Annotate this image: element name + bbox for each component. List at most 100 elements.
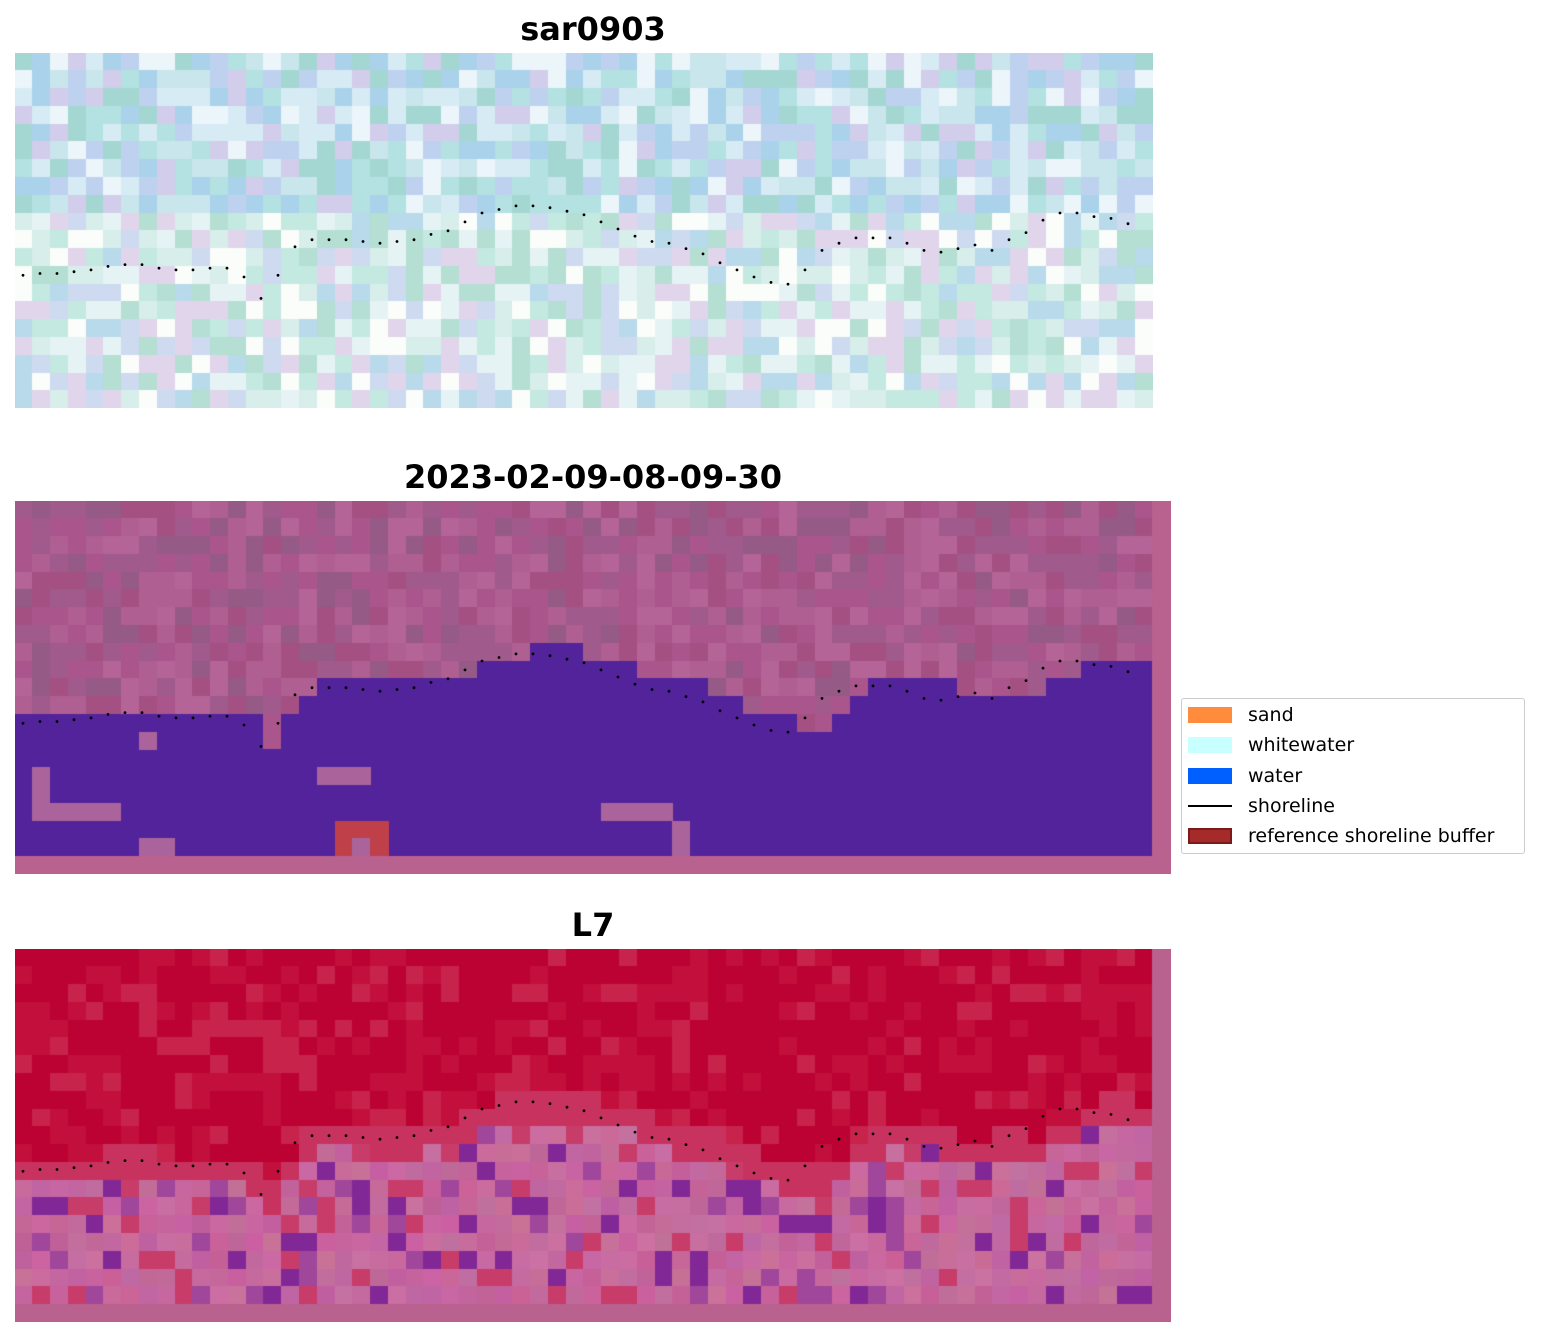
shoreline-point (990, 697, 994, 700)
shoreline-point (327, 1134, 331, 1138)
shoreline-point (106, 1161, 110, 1164)
shoreline-point (1075, 659, 1079, 663)
shoreline-point (531, 204, 535, 208)
shoreline-point (225, 1162, 229, 1166)
shoreline-point (820, 249, 824, 252)
shoreline-point (276, 273, 280, 277)
shoreline-point (123, 711, 127, 714)
shoreline-point (1041, 1114, 1045, 1118)
shoreline-point (854, 236, 858, 240)
shoreline-point (1024, 1127, 1028, 1130)
shoreline-point (922, 249, 926, 252)
shoreline-point (599, 220, 603, 224)
shoreline-point (310, 238, 314, 242)
shoreline-point (837, 689, 841, 693)
shoreline-point (480, 1107, 484, 1111)
shoreline-point (1024, 231, 1028, 235)
shoreline-point (497, 656, 501, 659)
shoreline-point (786, 282, 790, 286)
shoreline-point (123, 1159, 127, 1162)
shoreline-point (395, 240, 399, 243)
shoreline-point (684, 1143, 688, 1146)
shoreline-point (650, 688, 654, 691)
legend-line-shoreline (1188, 805, 1232, 807)
shoreline-point (378, 1137, 382, 1141)
shoreline-point (55, 1168, 59, 1171)
shoreline-point (973, 691, 977, 695)
shoreline-point (735, 1164, 739, 1168)
shoreline-point (667, 1137, 671, 1141)
shoreline-point (191, 716, 195, 720)
shoreline-point (208, 1162, 212, 1166)
shoreline-point (480, 659, 484, 663)
shoreline-point (157, 714, 161, 718)
shoreline-point (1058, 211, 1062, 215)
shoreline-point (55, 720, 59, 723)
shoreline-point (361, 688, 365, 691)
shoreline-overlay (21, 204, 1130, 300)
shoreline-point (293, 245, 297, 249)
shoreline-point (412, 1134, 416, 1138)
legend-swatch-sand (1188, 707, 1232, 723)
shoreline-point (990, 1145, 994, 1148)
panel-title-classified: 2023-02-09-08-09-30 (403, 458, 783, 496)
shoreline-point (752, 1171, 756, 1175)
classified-image-panel (15, 501, 1171, 874)
sar-image-raster (15, 53, 1153, 408)
shoreline-point (157, 1162, 161, 1166)
shoreline-point (446, 229, 450, 233)
shoreline-point (21, 721, 25, 725)
shoreline-point (514, 1100, 518, 1104)
shoreline-point (599, 668, 603, 672)
shoreline-point (939, 1146, 943, 1150)
legend-swatch-whitewater (1188, 737, 1232, 753)
shoreline-point (1058, 659, 1062, 663)
shoreline-point (837, 1137, 841, 1141)
shoreline-point (888, 684, 892, 688)
shoreline-point (259, 297, 263, 300)
shoreline-point (769, 281, 773, 284)
shoreline-point (242, 723, 246, 727)
shoreline-point (463, 220, 467, 224)
shoreline-point (310, 1134, 314, 1138)
shoreline-point (769, 1177, 773, 1180)
shoreline-point (72, 270, 76, 274)
shoreline-point (922, 697, 926, 700)
shoreline-point (429, 233, 433, 236)
shoreline-point (1126, 222, 1130, 226)
shoreline-point (718, 709, 722, 713)
shoreline-point (565, 209, 569, 213)
sar-image-panel (15, 53, 1153, 408)
shoreline-point (1075, 1107, 1079, 1111)
shoreline-point (667, 241, 671, 245)
shoreline-point (684, 695, 688, 698)
shoreline-point (854, 1132, 858, 1136)
shoreline-point (463, 1116, 467, 1120)
shoreline-point (616, 227, 620, 231)
shoreline-point (310, 686, 314, 690)
shoreline-point (89, 716, 93, 720)
shoreline-point (939, 698, 943, 702)
shoreline-point (106, 713, 110, 716)
shoreline-point (89, 268, 93, 272)
shoreline-point (225, 266, 229, 270)
shoreline-point (208, 266, 212, 270)
shoreline-point (38, 1168, 42, 1171)
shoreline-point (718, 261, 722, 265)
shoreline-point (582, 661, 586, 665)
shoreline-point (1007, 686, 1011, 690)
shoreline-point (922, 1145, 926, 1148)
shoreline-point (293, 693, 297, 697)
shoreline-point (1041, 666, 1045, 670)
shoreline-point (174, 268, 178, 272)
shoreline-overlay (21, 652, 1130, 748)
panel-title-index: L7 (571, 906, 615, 944)
shoreline-point (1007, 238, 1011, 242)
shoreline-point (752, 275, 756, 279)
shoreline-point (956, 1143, 960, 1146)
shoreline-point (429, 1129, 433, 1132)
shoreline-point (548, 1102, 552, 1106)
index-image-panel (15, 949, 1171, 1322)
shoreline-point (667, 689, 671, 693)
shoreline-point (497, 208, 501, 211)
